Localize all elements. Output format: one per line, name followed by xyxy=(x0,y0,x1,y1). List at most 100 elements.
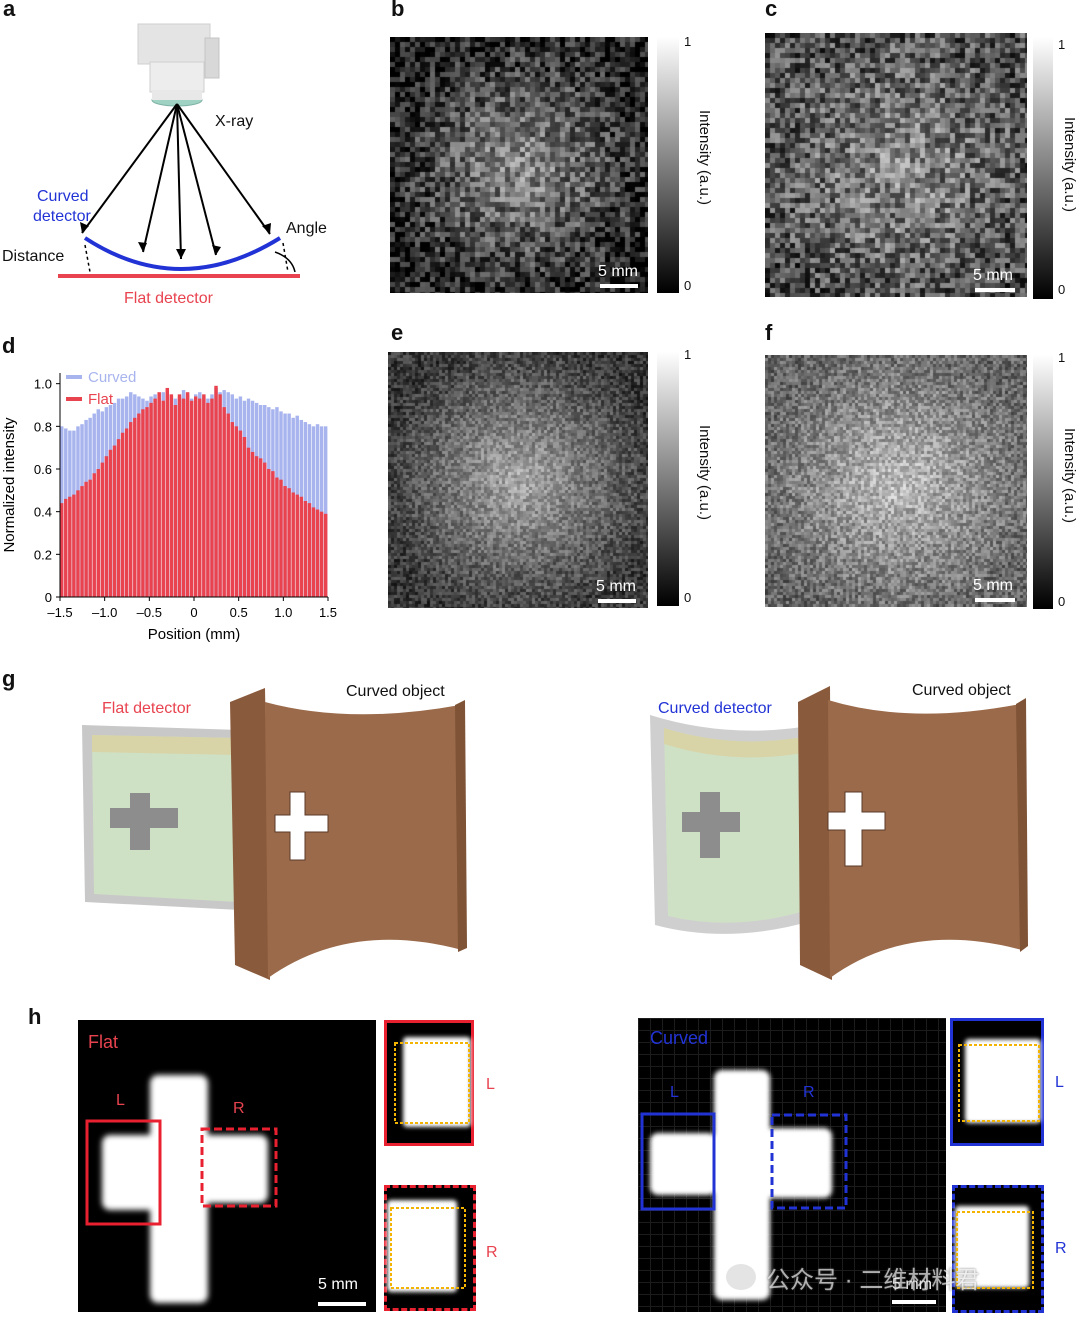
x-tick-label: 0.5 xyxy=(230,605,248,620)
colorbar-f xyxy=(1033,355,1053,609)
curved-cross-image xyxy=(640,1070,848,1300)
curved-inset-R-image xyxy=(955,1206,1034,1289)
flat-label-h: Flat xyxy=(88,1032,119,1052)
bar-flat-48 xyxy=(254,456,259,597)
y-tick-label: 1.0 xyxy=(34,377,52,392)
scale-label-c: 5 mm xyxy=(973,267,1013,284)
bar-flat-43 xyxy=(234,426,239,597)
bar-flat-63 xyxy=(315,509,320,597)
y-tick-label: 0 xyxy=(45,590,52,605)
bar-curved-65 xyxy=(323,426,328,597)
x-axis-label: Position (mm) xyxy=(148,626,241,643)
bar-flat-28 xyxy=(173,405,178,597)
intensity-map-e: 5 mm xyxy=(388,352,648,608)
curved-label-h: Curved xyxy=(650,1028,709,1048)
bar-flat-4 xyxy=(76,490,80,597)
panel-label-d: d xyxy=(2,333,16,358)
y-axis-label: Normalized intensity xyxy=(1,417,18,553)
bar-flat-1 xyxy=(64,498,68,597)
bar-flat-25 xyxy=(161,400,165,597)
intensity-map-f: 5 mm xyxy=(765,355,1027,607)
bar-flat-24 xyxy=(157,392,161,597)
bar-flat-53 xyxy=(275,477,279,597)
bar-flat-26 xyxy=(165,387,170,597)
flat-scale-bar xyxy=(318,1302,366,1306)
curved-detector-label-1: Curved xyxy=(37,188,89,205)
xray-schematic xyxy=(58,23,300,278)
panel-label-f: f xyxy=(765,320,773,345)
bar-flat-9 xyxy=(96,469,100,597)
noise-image-b xyxy=(390,37,648,293)
bar-flat-27 xyxy=(169,394,174,597)
bar-flat-36 xyxy=(206,402,210,597)
intensity-map-b: 5 mm xyxy=(390,37,648,293)
curved-object-label-left: Curved object xyxy=(346,683,445,700)
curved-detector-label-g: Curved detector xyxy=(658,700,772,717)
bar-flat-32 xyxy=(189,400,194,597)
flat-detector-label: Flat detector xyxy=(124,290,213,307)
bar-flat-20 xyxy=(141,409,145,597)
colorbar-title-c: Intensity (a.u.) xyxy=(1061,117,1078,213)
x-tick-label: –0.5 xyxy=(137,605,162,620)
bar-flat-34 xyxy=(198,398,202,597)
x-tick-label: –1.0 xyxy=(92,605,117,620)
colorbar-max-f: 1 xyxy=(1058,350,1066,365)
schematic-panel-a: X-ray Curved detector Distance Angle Fla… xyxy=(0,0,340,320)
bar-flat-23 xyxy=(153,398,157,597)
noise-image-e xyxy=(388,352,648,608)
y-tick-label: 0.2 xyxy=(34,547,52,562)
bar-flat-60 xyxy=(303,501,308,597)
xray-label: X-ray xyxy=(215,113,254,130)
legend-label-flat: Flat xyxy=(88,391,114,408)
y-tick-label: 0.8 xyxy=(34,419,52,434)
bar-flat-57 xyxy=(291,492,295,597)
colorbar-title-f: Intensity (a.u.) xyxy=(1061,428,1078,524)
colorbar-max-c: 1 xyxy=(1058,37,1066,52)
bar-flat-14 xyxy=(116,439,121,597)
panel-label-h: h xyxy=(28,1004,42,1029)
flat-detector-scene xyxy=(82,688,467,980)
colorbar-min-f: 0 xyxy=(1058,594,1066,609)
curved-object-label-right: Curved object xyxy=(912,682,1011,699)
bar-flat-10 xyxy=(100,462,105,597)
bar-flat-44 xyxy=(238,430,243,597)
bar-flat-59 xyxy=(299,496,304,597)
noise-image-c xyxy=(765,33,1027,297)
bar-flat-11 xyxy=(104,456,109,597)
angle-label: Angle xyxy=(286,220,327,237)
bar-flat-41 xyxy=(226,413,230,597)
bar-flat-39 xyxy=(218,394,222,597)
bar-flat-65 xyxy=(323,513,328,597)
colorbar-max-b: 1 xyxy=(684,34,692,49)
scale-bar-e xyxy=(598,599,636,603)
bar-flat-7 xyxy=(88,479,92,597)
flat-inset-L-image xyxy=(394,1037,471,1127)
chart-d: 0 0.2 0.4 0.6 0.8 1.0 –1.5 –1.0 –0.5 0 0.5 1.0 1.5 Po… xyxy=(1,369,337,643)
curved-inset-L-label: L xyxy=(1055,1074,1064,1091)
flat-detector-label-g: Flat detector xyxy=(102,700,191,717)
y-tick-label: 0.4 xyxy=(34,505,52,520)
bar-flat-0 xyxy=(60,503,64,597)
bar-flat-58 xyxy=(295,494,299,597)
colorbar-min-e: 0 xyxy=(684,590,692,605)
bar-flat-12 xyxy=(108,449,113,597)
bar-flat-2 xyxy=(68,496,72,597)
colorbar-title-b: Intensity (a.u.) xyxy=(696,110,713,206)
colorbar-min-b: 0 xyxy=(684,278,692,293)
curved-L-label: L xyxy=(670,1084,679,1101)
bar-flat-22 xyxy=(149,402,153,597)
bar-flat-49 xyxy=(258,458,263,597)
panel-label-e: e xyxy=(391,320,404,345)
flat-inset-L xyxy=(384,1020,474,1146)
bar-flat-40 xyxy=(222,407,226,597)
colorbar-b xyxy=(657,37,679,293)
curved-scale-bar xyxy=(892,1300,936,1304)
bar-flat-16 xyxy=(124,428,129,597)
scale-label-e: 5 mm xyxy=(596,578,636,595)
panel-g-right: Curved detector Curved object xyxy=(640,680,1040,990)
x-tick-label: –1.5 xyxy=(47,605,72,620)
x-tick-label: 0 xyxy=(190,605,197,620)
scale-label-b: 5 mm xyxy=(598,263,638,280)
bar-flat-21 xyxy=(145,407,149,597)
bar-flat-15 xyxy=(120,432,125,597)
